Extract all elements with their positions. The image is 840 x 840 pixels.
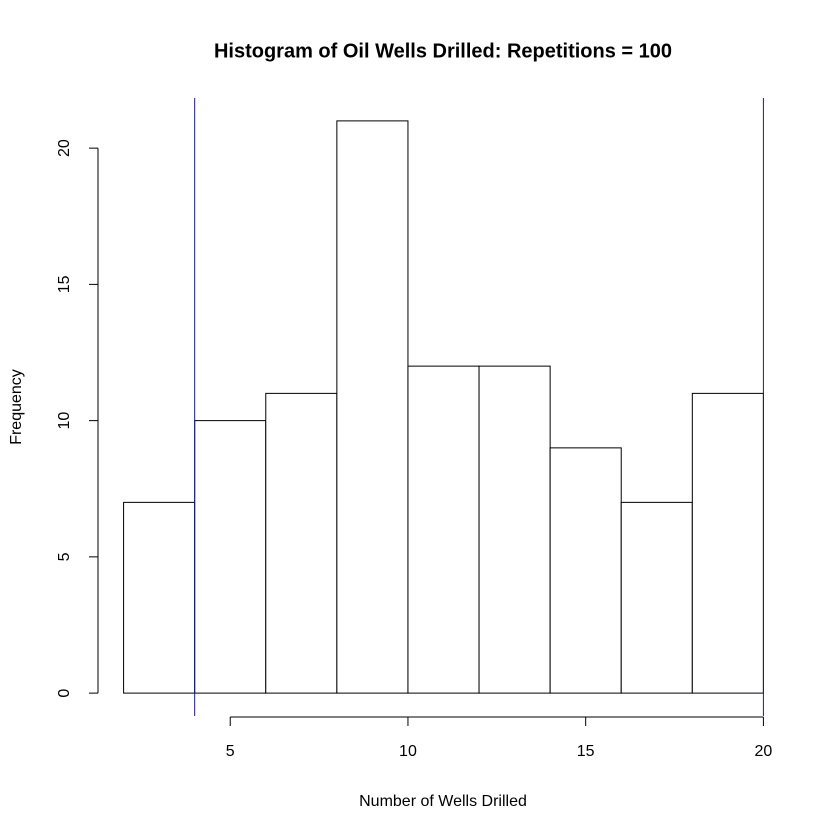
y-axis-label: Frequency [8, 369, 25, 445]
x-axis-label: Number of Wells Drilled [359, 793, 527, 810]
bar [194, 420, 267, 694]
bar [549, 447, 622, 694]
y-tick-label: 15 [56, 275, 73, 293]
y-tick-label: 0 [56, 689, 73, 698]
bar [265, 392, 338, 694]
x-tick-label: 15 [577, 743, 595, 760]
bar [691, 392, 764, 694]
bar [478, 365, 551, 694]
x-tick-label: 10 [399, 743, 417, 760]
y-tick-label: 5 [56, 552, 73, 561]
bar [336, 120, 409, 694]
bar [620, 501, 693, 694]
bar [407, 365, 480, 694]
x-tick-label: 5 [226, 743, 235, 760]
x-tick-label: 20 [755, 743, 773, 760]
chart-title: Histogram of Oil Wells Drilled: Repetiti… [214, 40, 672, 62]
y-tick-label: 10 [56, 412, 73, 430]
bar [123, 501, 196, 694]
y-tick-label: 20 [56, 139, 73, 157]
